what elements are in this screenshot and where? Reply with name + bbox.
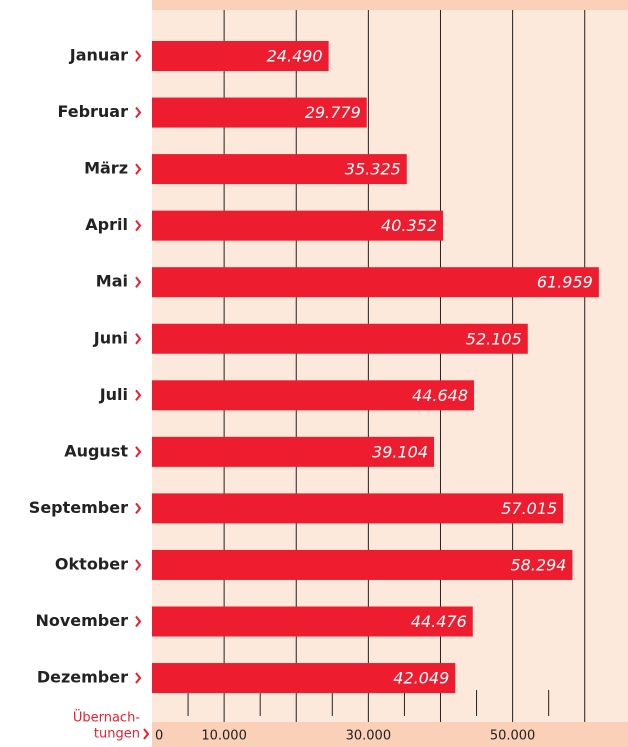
value-label: 35.325	[345, 160, 401, 179]
bar	[152, 606, 473, 637]
category-label: August	[64, 441, 128, 460]
arrow-icon	[135, 615, 142, 628]
bar	[152, 267, 599, 298]
value-label: 40.352	[381, 216, 437, 235]
arrow-icon	[135, 446, 142, 458]
arrow-icon	[135, 559, 142, 571]
bar	[152, 549, 573, 580]
x-axis-label: tungen	[94, 727, 140, 742]
value-label: 52.105	[466, 329, 522, 348]
bar	[152, 380, 475, 411]
arrow-icon	[135, 672, 142, 684]
x-axis-label: Übernach-	[73, 709, 140, 726]
bar	[152, 663, 456, 694]
top-band	[152, 0, 628, 10]
arrow-icon	[135, 276, 142, 288]
category-label: April	[85, 215, 128, 234]
category-label: September	[29, 498, 128, 517]
value-label: 44.648	[412, 386, 468, 405]
value-label: 29.779	[305, 103, 361, 122]
category-label: Oktober	[55, 554, 128, 573]
category-label: März	[84, 159, 128, 178]
arrow-icon	[135, 389, 142, 401]
x-tick-label: 50.000	[490, 729, 536, 744]
axis-band	[152, 722, 628, 747]
value-label: 44.476	[411, 612, 467, 631]
bar	[152, 41, 329, 71]
bar	[152, 493, 564, 524]
arrow-icon	[135, 163, 142, 175]
value-label: 24.490	[267, 47, 323, 66]
category-label: Dezember	[37, 668, 128, 687]
value-label: 58.294	[510, 555, 566, 574]
arrow-icon	[135, 502, 142, 515]
value-label: 57.015	[501, 499, 557, 518]
value-label: 42.049	[393, 669, 449, 688]
arrow-icon	[135, 50, 142, 62]
bar	[152, 210, 444, 241]
marks: 0 10.000 30.000 50.000 Übernach-tungen Januar…	[29, 10, 599, 744]
bar	[152, 323, 528, 354]
category-label: Februar	[57, 102, 128, 121]
arrow-icon	[135, 106, 142, 119]
bar	[152, 154, 407, 185]
value-label: 61.959	[537, 273, 593, 292]
arrow-icon	[135, 333, 142, 345]
x-tick-label: 10.000	[201, 729, 247, 744]
category-label: November	[35, 611, 128, 630]
arrow-icon	[135, 220, 142, 232]
x-tick-label: 30.000	[346, 729, 392, 744]
bar	[152, 97, 367, 128]
category-label: Juli	[99, 385, 128, 404]
category-label: Juni	[93, 328, 128, 347]
value-label: 39.104	[372, 442, 428, 461]
category-label: Januar	[69, 46, 128, 65]
category-label: Mai	[96, 272, 128, 291]
x-tick-label: 0	[155, 729, 163, 744]
arrow-icon	[143, 728, 150, 740]
bar	[152, 436, 435, 467]
